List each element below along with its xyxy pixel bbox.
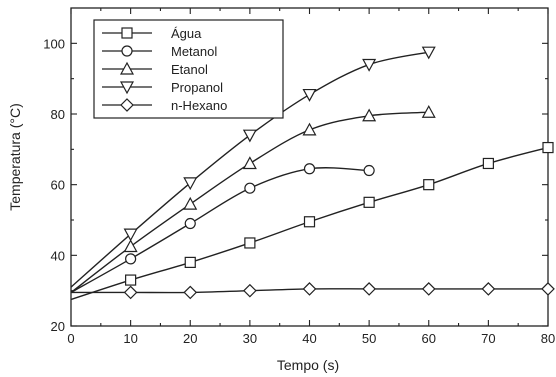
data-point xyxy=(184,256,196,268)
data-point xyxy=(421,282,436,296)
legend-marker xyxy=(121,45,133,57)
x-tick-label: 40 xyxy=(302,331,316,346)
legend-label: Metanol xyxy=(171,44,217,59)
data-point xyxy=(482,157,494,170)
data-point xyxy=(183,177,198,191)
data-point xyxy=(421,104,436,118)
legend-marker xyxy=(119,61,135,75)
series-1 xyxy=(70,163,375,294)
series-4 xyxy=(71,282,555,300)
series-line xyxy=(70,167,370,294)
y-tick-label: 100 xyxy=(43,36,65,51)
data-point xyxy=(302,282,317,296)
data-point xyxy=(242,129,257,143)
data-point xyxy=(244,182,256,194)
axis-ticks: 0 10 20 30 40 50 60 70 80 20 40 60 80 100 xyxy=(43,8,555,346)
data-point xyxy=(123,228,138,242)
x-tick-label: 0 xyxy=(67,331,74,346)
x-tick-label: 70 xyxy=(481,331,495,346)
data-point xyxy=(302,122,317,136)
y-axis-title: Temperatura (°C) xyxy=(7,103,23,211)
series-0 xyxy=(70,141,554,301)
x-axis-title: Tempo (s) xyxy=(277,357,339,373)
legend-marker xyxy=(120,98,134,112)
series-2 xyxy=(70,104,436,293)
legend-label: n-Hexano xyxy=(171,98,227,113)
data-point xyxy=(184,217,196,230)
y-tick-label: 20 xyxy=(51,319,65,334)
data-point xyxy=(541,282,555,296)
legend-label: Propanol xyxy=(171,80,223,95)
legend: Água Metanol Etanol Propanol n-Hexano xyxy=(93,19,284,119)
data-point xyxy=(242,156,257,170)
legend-label: Etanol xyxy=(171,62,208,77)
x-tick-label: 20 xyxy=(183,331,197,346)
data-point xyxy=(363,196,375,208)
series-group xyxy=(70,46,555,301)
x-tick-label: 10 xyxy=(123,331,137,346)
data-point xyxy=(183,196,198,210)
data-point xyxy=(183,285,198,300)
data-point xyxy=(125,274,137,286)
data-point xyxy=(421,46,436,60)
data-point xyxy=(542,141,554,154)
x-tick-label: 80 xyxy=(541,331,555,346)
legend-marker xyxy=(119,81,135,95)
legend-label: Água xyxy=(171,26,202,41)
y-tick-label: 60 xyxy=(51,178,65,193)
data-point xyxy=(362,282,376,296)
x-tick-label: 30 xyxy=(243,331,257,346)
data-point xyxy=(481,282,496,296)
data-point xyxy=(362,108,377,122)
x-tick-label: 50 xyxy=(362,331,376,346)
data-point xyxy=(363,164,375,177)
data-point xyxy=(123,239,138,253)
data-point xyxy=(244,237,256,249)
legend-marker xyxy=(121,27,133,39)
data-point xyxy=(362,58,377,72)
data-point xyxy=(303,163,316,175)
data-point xyxy=(302,88,317,102)
y-tick-label: 40 xyxy=(51,248,65,263)
data-point xyxy=(123,285,138,300)
series-3 xyxy=(70,46,436,288)
data-point xyxy=(243,283,257,298)
data-point xyxy=(423,179,435,191)
data-point xyxy=(303,216,316,228)
y-tick-label: 80 xyxy=(51,107,65,122)
x-tick-label: 60 xyxy=(422,331,436,346)
data-point xyxy=(125,253,137,265)
